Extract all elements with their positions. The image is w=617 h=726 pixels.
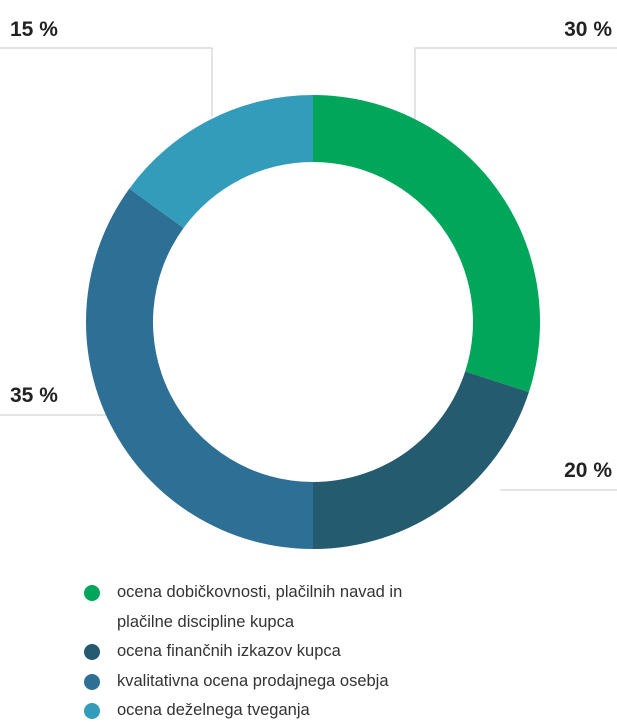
legend-swatch: [84, 585, 100, 601]
donut-slice-profitability: [313, 95, 540, 393]
legend-label: kvalitativna ocena prodajnega osebja: [117, 671, 389, 690]
legend-label: ocena dobičkovnosti, plačilnih navad in …: [117, 583, 403, 631]
chart-legend: ocena dobičkovnosti, plačilnih navad in …: [84, 578, 484, 726]
donut-slice-country-risk: [129, 95, 313, 228]
donut-slice-financial-statements: [313, 371, 529, 549]
legend-item-profitability: ocena dobičkovnosti, plačilnih navad in …: [84, 578, 484, 637]
percent-label-country-risk: 15 %: [10, 18, 58, 41]
legend-label: ocena finančnih izkazov kupca: [117, 642, 341, 660]
donut-slice-qualitative-assessment: [85, 188, 313, 549]
legend-swatch: [84, 644, 100, 660]
legend-item-country-risk: ocena deželnega tveganja: [84, 696, 484, 726]
percent-label-financial-statements: 20 %: [564, 459, 612, 482]
leader-line-profitability: [414, 47, 617, 122]
legend-label: ocena deželnega tveganja: [117, 701, 310, 719]
leader-line-country-risk: [0, 47, 213, 117]
legend-item-qualitative-assessment: kvalitativna ocena prodajnega osebja: [84, 667, 484, 697]
legend-item-financial-statements: ocena finančnih izkazov kupca: [84, 637, 484, 667]
percent-label-qualitative-assessment: 35 %: [10, 384, 58, 407]
donut-chart: 30 % 20 % 35 % 15 %: [0, 18, 617, 549]
legend-swatch: [84, 673, 100, 690]
legend-swatch: [84, 703, 100, 719]
percent-label-profitability: 30 %: [564, 18, 612, 41]
